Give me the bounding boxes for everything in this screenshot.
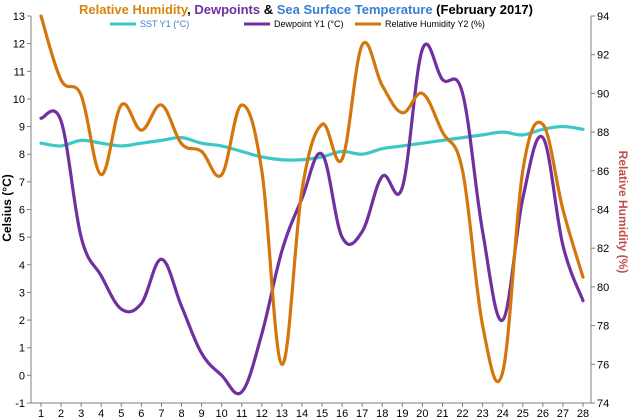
y-tick-label: 9 [19, 122, 25, 134]
x-tick-label: 17 [356, 408, 368, 420]
humidity-series-line [39, 14, 585, 384]
legend-label: Relative Humidity Y2 (%) [385, 19, 485, 29]
x-tick-label: 27 [557, 408, 569, 420]
x-tick-label: 1 [38, 408, 44, 420]
legend-label: Dewpoint Y1 (°C) [274, 19, 343, 29]
x-tick-label: 18 [376, 408, 388, 420]
x-tick-label: 15 [316, 408, 328, 420]
y-tick-label: 12 [13, 39, 25, 51]
legend-item-humidity: Relative Humidity Y2 (%) [355, 19, 485, 29]
y-tick-label: 5 [19, 232, 25, 244]
y2-tick-label: 90 [597, 88, 609, 100]
x-tick-label: 8 [178, 408, 184, 420]
x-tick-label: 22 [456, 408, 468, 420]
y2-axis-label: Relative Humidity (%) [616, 151, 629, 274]
title-part: Relative Humidity [79, 2, 189, 17]
x-tick-label: 11 [236, 408, 247, 420]
x-tick-label: 20 [416, 408, 428, 420]
y2-tick-label: 76 [597, 359, 609, 371]
x-tick-label: 26 [537, 408, 549, 420]
x-tick-label: 12 [256, 408, 268, 420]
dewpoint-series-line [39, 42, 585, 396]
y2-tick-label: 86 [597, 166, 609, 178]
x-tick-label: 23 [477, 408, 489, 420]
axes: -101234567891011121374767880828486889092… [13, 11, 610, 420]
x-tick-label: 6 [138, 408, 144, 420]
title-part: & [260, 2, 277, 17]
title-part: Dewpoints [194, 2, 260, 17]
x-tick-label: 5 [118, 408, 124, 420]
x-tick-label: 28 [577, 408, 589, 420]
x-tick-label: 7 [158, 408, 164, 420]
y2-tick-label: 94 [597, 11, 609, 23]
legend-label: SST Y1 (°C) [140, 19, 189, 29]
x-tick-label: 2 [58, 408, 64, 420]
y2-tick-label: 84 [597, 205, 609, 217]
x-tick-label: 21 [436, 408, 448, 420]
legend-item-sst: SST Y1 (°C) [110, 19, 189, 29]
series-layer [39, 14, 585, 396]
title-part: (February 2017) [433, 2, 533, 17]
y-tick-label: 10 [13, 94, 25, 106]
legend: SST Y1 (°C) Dewpoint Y1 (°C) Relative Humi… [110, 19, 485, 29]
y-tick-label: 2 [19, 315, 25, 327]
y-tick-label: 7 [19, 177, 25, 189]
y-tick-label: 4 [19, 260, 25, 272]
y2-tick-label: 78 [597, 321, 609, 333]
title-part: Sea Surface Temperature [277, 2, 433, 17]
y2-tick-label: 92 [597, 50, 609, 62]
y2-tick-label: 82 [597, 243, 609, 255]
y-tick-label: 6 [19, 205, 25, 217]
x-tick-label: 14 [296, 408, 308, 420]
x-tick-label: 9 [199, 408, 205, 420]
y-tick-label: 0 [19, 370, 25, 382]
x-tick-label: 4 [98, 408, 104, 420]
y-tick-label: 1 [19, 343, 25, 355]
y2-tick-label: 88 [597, 127, 609, 139]
y-tick-label: 13 [13, 11, 25, 23]
title-part: , [187, 2, 194, 17]
chart-title: Relative Humidity, Dewpoints & Sea Surfa… [79, 2, 533, 17]
x-tick-label: 19 [396, 408, 408, 420]
x-tick-label: 25 [517, 408, 529, 420]
x-tick-label: 13 [276, 408, 288, 420]
y-tick-label: 3 [19, 287, 25, 299]
legend-item-dewpoint: Dewpoint Y1 (°C) [244, 19, 343, 29]
sst-series-line [39, 124, 585, 162]
y-tick-label: 11 [14, 66, 25, 78]
y-axis-label: Celsius (°C) [0, 174, 14, 241]
y-tick-label: 8 [19, 149, 25, 161]
y-tick-label: -1 [15, 398, 25, 410]
x-tick-label: 16 [336, 408, 348, 420]
x-tick-label: 3 [78, 408, 84, 420]
y2-tick-label: 74 [597, 398, 609, 410]
x-tick-label: 24 [497, 408, 509, 420]
x-tick-label: 10 [216, 408, 228, 420]
y2-tick-label: 80 [597, 282, 609, 294]
